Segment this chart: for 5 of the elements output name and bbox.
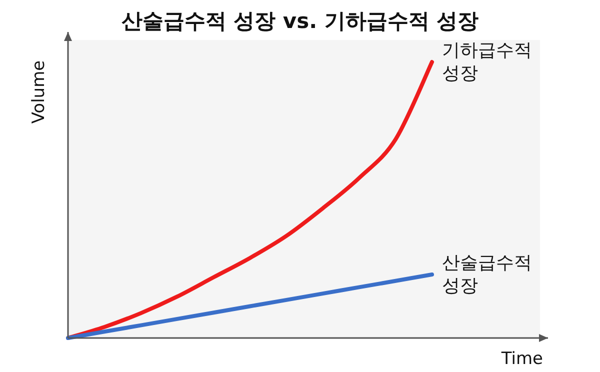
chart-title: 산술급수적 성장 vs. 기하급수적 성장 <box>121 9 479 33</box>
y-axis-title: Volume <box>29 60 49 124</box>
series-label: 기하급수적 성장 <box>442 40 532 84</box>
x-axis-title: Time <box>500 349 543 369</box>
series-label: 산술급수적 성장 <box>442 252 532 297</box>
